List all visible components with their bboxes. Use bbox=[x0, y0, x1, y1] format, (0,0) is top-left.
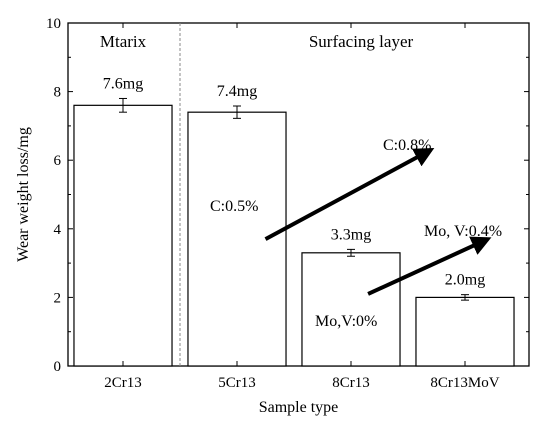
y-axis: 0 2 4 6 8 10 bbox=[46, 16, 529, 375]
y-tick-label: 0 bbox=[54, 359, 62, 375]
bars-group: 7.6mg 7.4mg 3.3mg 2.0mg bbox=[73, 75, 515, 367]
bar-5cr13 bbox=[187, 111, 287, 367]
annotation-c-08: C:0.8% bbox=[383, 137, 431, 154]
y-tick-label: 8 bbox=[54, 85, 62, 101]
data-label-5cr13: 7.4mg bbox=[217, 83, 257, 100]
plot-area: Mtarix Surfacing layer 7.6mg 7.4mg 3.3mg 2.… bbox=[67, 22, 530, 367]
bar-2cr13 bbox=[73, 104, 173, 367]
y-tick-label: 4 bbox=[54, 222, 62, 238]
x-tick-label-8cr13mov: 8Cr13MoV bbox=[430, 375, 499, 391]
arrows-group bbox=[264, 148, 492, 296]
trend-arrow-2 bbox=[367, 236, 492, 296]
y-tick-label: 10 bbox=[46, 16, 61, 32]
x-tick-label-8cr13: 8Cr13 bbox=[332, 375, 370, 391]
region-label-matrix: Mtarix bbox=[100, 32, 147, 51]
bar-8cr13 bbox=[301, 252, 401, 367]
region-label-surfacing-layer: Surfacing layer bbox=[309, 32, 414, 51]
x-tick-label-2cr13: 2Cr13 bbox=[104, 375, 142, 391]
data-label-8cr13mov: 2.0mg bbox=[445, 272, 485, 289]
x-tick-label-5cr13: 5Cr13 bbox=[218, 375, 256, 391]
y-axis-title: Wear weight loss/mg bbox=[15, 127, 32, 262]
data-label-8cr13: 3.3mg bbox=[331, 226, 371, 243]
y-tick-label: 2 bbox=[54, 290, 62, 306]
data-label-2cr13: 7.6mg bbox=[103, 75, 143, 92]
trend-arrow-1 bbox=[264, 148, 435, 241]
x-axis: 2Cr13 5Cr13 8Cr13 8Cr13MoV bbox=[104, 23, 500, 391]
annotation-mov-04: Mo, V:0.4% bbox=[424, 223, 502, 240]
y-tick-label: 6 bbox=[54, 153, 62, 169]
annotation-c-05: C:0.5% bbox=[210, 198, 258, 215]
bar-8cr13mov bbox=[415, 296, 515, 367]
x-axis-title: Sample type bbox=[259, 399, 339, 416]
annotation-mov-0: Mo,V:0% bbox=[315, 313, 377, 330]
